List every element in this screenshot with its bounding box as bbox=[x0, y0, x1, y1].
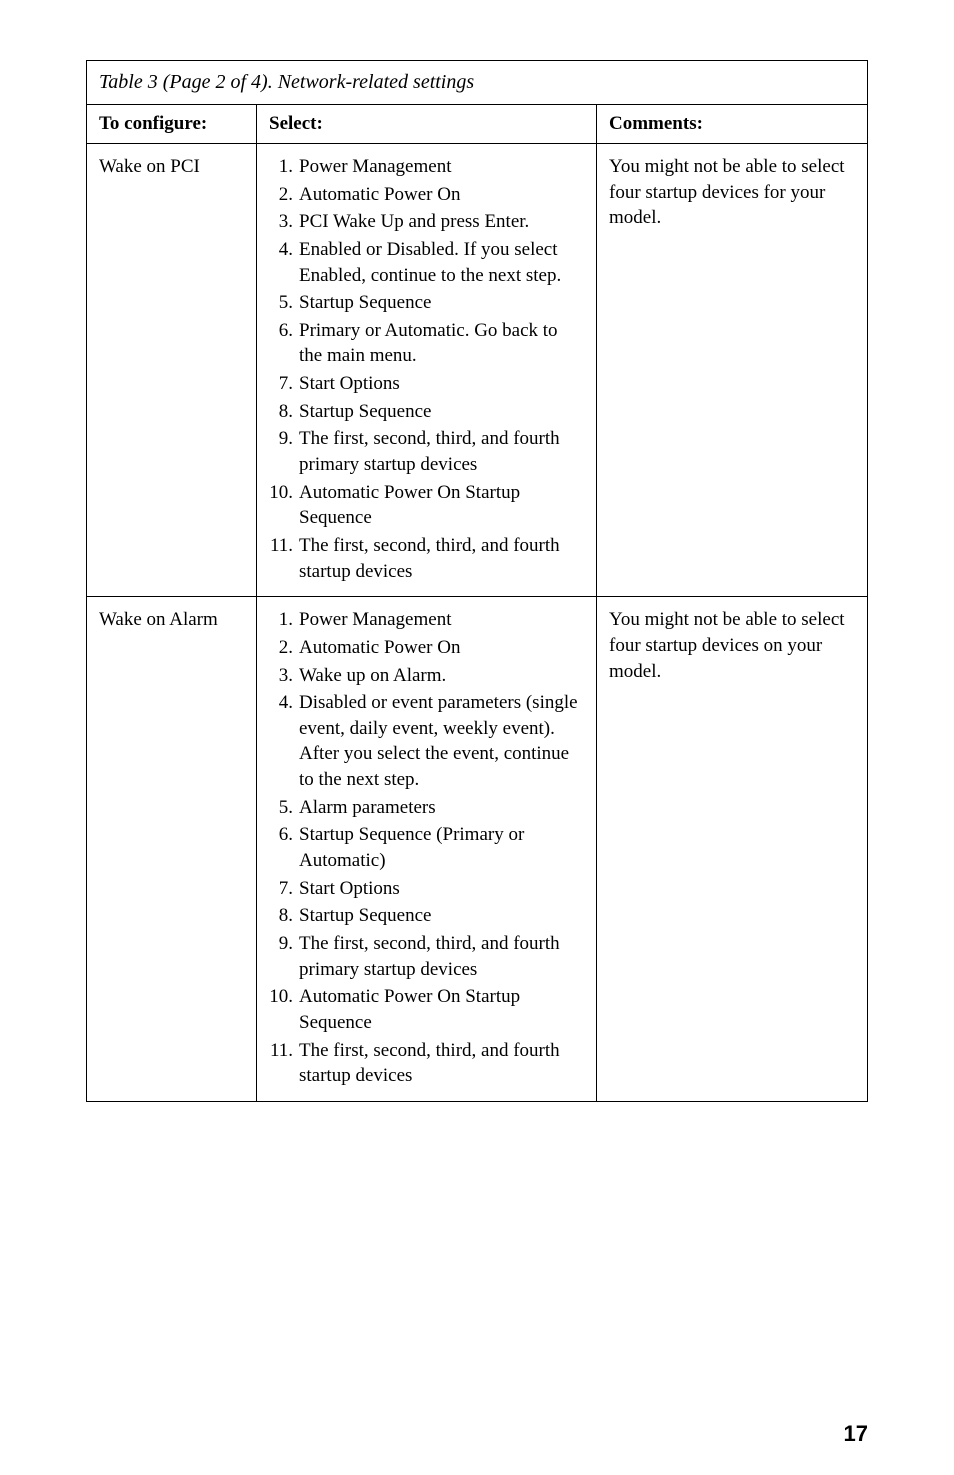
step-item: Automatic Power On bbox=[293, 635, 584, 661]
page-container: Table 3 (Page 2 of 4). Network-related s… bbox=[0, 0, 954, 1475]
step-item: Enabled or Disabled. If you select Enabl… bbox=[293, 237, 584, 288]
step-item: The first, second, third, and fourth pri… bbox=[293, 931, 584, 982]
step-item: Primary or Automatic. Go back to the mai… bbox=[293, 318, 584, 369]
step-item: Start Options bbox=[293, 876, 584, 902]
step-item: The first, second, third, and fourth sta… bbox=[293, 533, 584, 584]
step-item: Startup Sequence (Primary or Automatic) bbox=[293, 822, 584, 873]
step-item: Disabled or event parameters (single eve… bbox=[293, 690, 584, 793]
step-item: Startup Sequence bbox=[293, 290, 584, 316]
table-header-row: To configure: Select: Comments: bbox=[87, 105, 868, 144]
step-item: Power Management bbox=[293, 607, 584, 633]
step-item: Power Management bbox=[293, 154, 584, 180]
step-item: Automatic Power On bbox=[293, 182, 584, 208]
settings-table: Table 3 (Page 2 of 4). Network-related s… bbox=[86, 60, 868, 1102]
step-item: The first, second, third, and fourth pri… bbox=[293, 426, 584, 477]
table-row: Wake on PCI Power Management Automatic P… bbox=[87, 144, 868, 597]
step-item: Alarm parameters bbox=[293, 795, 584, 821]
table-row: Wake on Alarm Power Management Automatic… bbox=[87, 597, 868, 1102]
configure-cell: Wake on Alarm bbox=[87, 597, 257, 1102]
step-item: Wake up on Alarm. bbox=[293, 663, 584, 689]
step-item: The first, second, third, and fourth sta… bbox=[293, 1038, 584, 1089]
step-item: Start Options bbox=[293, 371, 584, 397]
steps-list: Power Management Automatic Power On Wake… bbox=[269, 607, 584, 1089]
comments-cell: You might not be able to select four sta… bbox=[597, 597, 868, 1102]
comments-cell: You might not be able to select four sta… bbox=[597, 144, 868, 597]
table-caption: Table 3 (Page 2 of 4). Network-related s… bbox=[87, 61, 868, 105]
step-item: Automatic Power On Startup Sequence bbox=[293, 480, 584, 531]
select-cell: Power Management Automatic Power On Wake… bbox=[257, 597, 597, 1102]
table-caption-row: Table 3 (Page 2 of 4). Network-related s… bbox=[87, 61, 868, 105]
select-cell: Power Management Automatic Power On PCI … bbox=[257, 144, 597, 597]
page-number: 17 bbox=[844, 1421, 868, 1447]
step-item: Startup Sequence bbox=[293, 903, 584, 929]
header-configure: To configure: bbox=[87, 105, 257, 144]
step-item: Startup Sequence bbox=[293, 399, 584, 425]
configure-cell: Wake on PCI bbox=[87, 144, 257, 597]
step-item: Automatic Power On Startup Sequence bbox=[293, 984, 584, 1035]
header-comments: Comments: bbox=[597, 105, 868, 144]
header-select: Select: bbox=[257, 105, 597, 144]
step-item: PCI Wake Up and press Enter. bbox=[293, 209, 584, 235]
steps-list: Power Management Automatic Power On PCI … bbox=[269, 154, 584, 584]
